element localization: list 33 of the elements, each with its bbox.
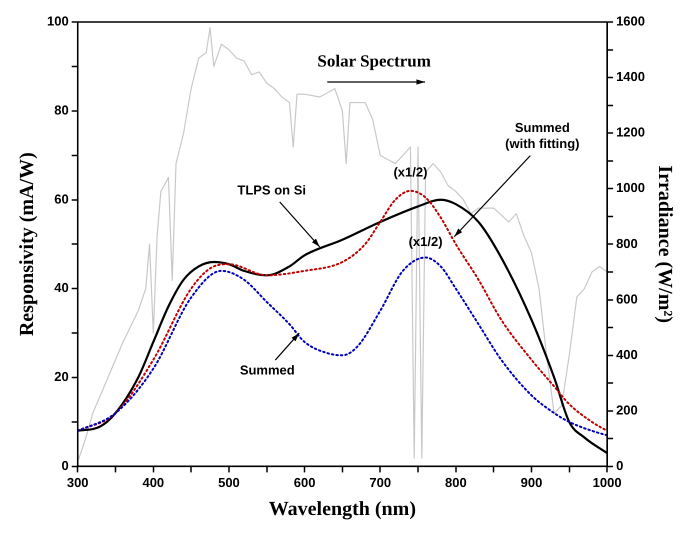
- y2-tick-label: 0: [616, 458, 624, 473]
- x-tick-label: 700: [369, 474, 392, 490]
- y2-tick-label: 800: [616, 236, 638, 251]
- y2-tick-label: 200: [616, 402, 638, 418]
- y2-tick-label: 400: [616, 346, 638, 362]
- y2-tick-label: 1000: [616, 180, 645, 196]
- y-axis-title: Responsivity (mA/W): [16, 152, 38, 336]
- y2-axis-title: Irradiance (W/m²): [654, 165, 676, 324]
- annotation: (x1/2): [393, 164, 428, 180]
- y-tick-label: 60: [54, 191, 69, 206]
- x-tick-label: 900: [520, 474, 542, 490]
- y2-tick-label: 1200: [616, 124, 645, 140]
- x-tick-label: 1000: [592, 474, 622, 490]
- x-tick-label: 600: [294, 474, 316, 490]
- y-tick-label: 80: [54, 102, 69, 118]
- x-axis-title: Wavelength (nm): [268, 498, 416, 520]
- y2-tick-label: 1600: [616, 14, 645, 29]
- y-tick-label: 0: [61, 458, 69, 473]
- x-tick-label: 800: [444, 474, 467, 490]
- y-tick-label: 100: [46, 14, 69, 29]
- annotation: Summed: [240, 362, 295, 378]
- x-tick-label: 300: [66, 474, 89, 490]
- y2-tick-label: 600: [616, 291, 638, 306]
- line-series: [78, 256, 608, 436]
- annotation: TLPS on Si: [237, 182, 306, 198]
- annotation: (x1/2): [408, 234, 443, 250]
- y-tick-label: 20: [54, 369, 69, 384]
- y-tick-label: 40: [54, 280, 69, 296]
- x-tick-label: 500: [218, 474, 240, 490]
- y2-tick-label: 1400: [616, 69, 645, 84]
- x-tick-label: 400: [142, 474, 164, 490]
- annotation: Solar Spectrum: [317, 51, 431, 70]
- annotation: Summed (with fitting): [505, 120, 580, 152]
